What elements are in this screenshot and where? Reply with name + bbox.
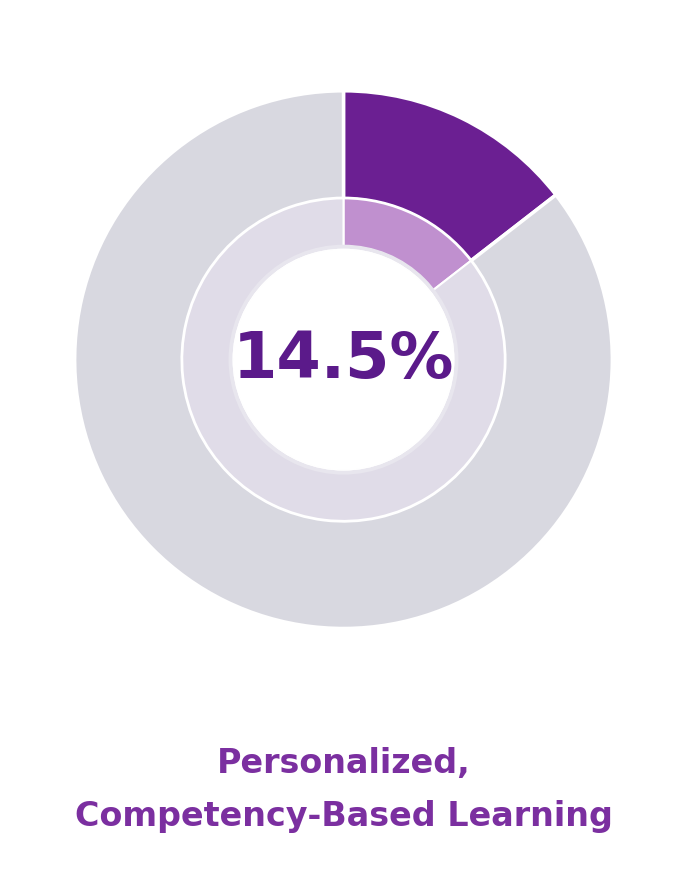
Text: 14.5%: 14.5% <box>233 329 454 391</box>
Circle shape <box>229 245 458 474</box>
Wedge shape <box>344 91 556 261</box>
Circle shape <box>234 250 453 470</box>
Circle shape <box>234 250 453 470</box>
Text: Personalized,: Personalized, <box>216 747 471 781</box>
Text: Competency-Based Learning: Competency-Based Learning <box>75 800 612 834</box>
Wedge shape <box>182 198 505 521</box>
Wedge shape <box>75 91 612 629</box>
Wedge shape <box>344 198 471 290</box>
